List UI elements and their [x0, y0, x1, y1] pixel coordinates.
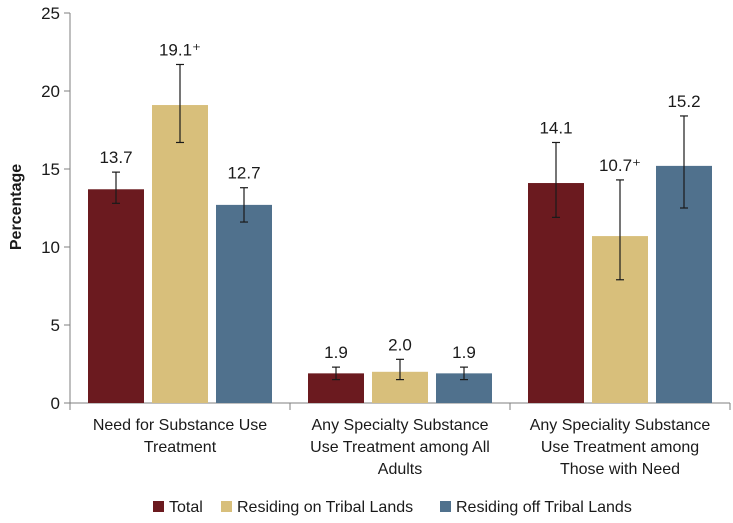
x-category-label: Adults [378, 461, 422, 478]
y-tick-label: 20 [41, 82, 60, 101]
data-label: 1.9 [452, 343, 476, 362]
data-label: 15.2 [667, 92, 700, 111]
data-label: 10.7⁺ [599, 156, 641, 175]
x-category-label: Treatment [144, 439, 217, 456]
legend-label: Residing off Tribal Lands [456, 499, 632, 516]
bar-total [88, 189, 144, 403]
y-tick-label: 25 [41, 4, 60, 23]
x-axis-category-labels: Need for Substance Use Treatment Any Speci… [93, 417, 711, 478]
bar-total [528, 183, 584, 403]
legend-label: Total [169, 499, 203, 516]
x-category-label: Need for Substance Use [93, 417, 267, 434]
y-tick-label: 0 [51, 394, 60, 413]
data-label: 14.1 [539, 118, 572, 137]
data-label: 13.7 [99, 148, 132, 167]
y-tick-label: 15 [41, 160, 60, 179]
legend-swatch [440, 501, 451, 512]
legend-swatch [221, 501, 232, 512]
x-category-label: Those with Need [560, 461, 680, 478]
x-category-label: Use Treatment among All [310, 439, 490, 456]
y-tick-label: 5 [51, 316, 60, 335]
data-label: 19.1⁺ [159, 40, 201, 59]
legend: Total Residing on Tribal Lands Residing of… [153, 499, 632, 516]
x-category-label: Any Speciality Substance [530, 417, 711, 434]
data-label: 2.0 [388, 335, 412, 354]
bar-off-tribal-lands [216, 204, 272, 403]
x-category-label: Use Treatment among [541, 439, 699, 456]
bar-on-tribal-lands [152, 105, 208, 403]
x-category-label: Any Specialty Substance [312, 417, 489, 434]
legend-swatch [153, 501, 164, 512]
y-tick-label: 10 [41, 238, 60, 257]
legend-label: Residing on Tribal Lands [237, 499, 413, 516]
y-axis-label: Percentage [8, 164, 25, 250]
data-label: 12.7 [227, 164, 260, 183]
bars: 13.7 19.1⁺ 12.7 1.9 2.0 1.9 14.1 10.7⁺ 15.2 [88, 40, 712, 403]
data-label: 1.9 [324, 343, 348, 362]
